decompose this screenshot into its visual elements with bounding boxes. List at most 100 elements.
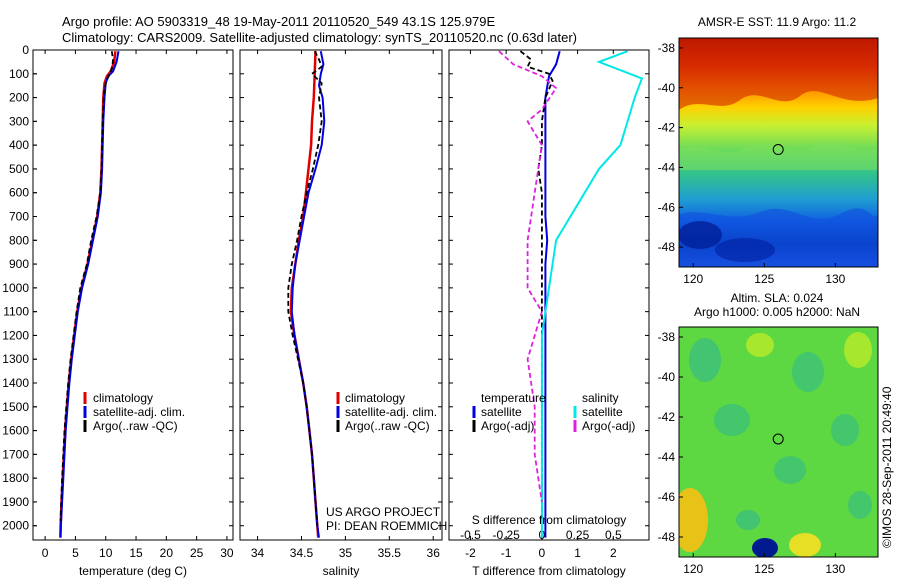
chart-title-line2: Climatology: CARS2009. Satellite-adjuste… — [62, 30, 577, 45]
project-annotation: US ARGO PROJECT — [326, 505, 441, 519]
x-tick-label: 0.5 — [605, 528, 622, 542]
series-line-argo--adj- — [519, 50, 554, 514]
difference-profiles — [498, 50, 644, 538]
legend-label-satellite: satellite-adj. clim. — [345, 405, 437, 419]
y-tick-label: 2000 — [2, 519, 29, 533]
salinity-axes — [239, 49, 443, 541]
x-tick-label: 25 — [190, 546, 204, 560]
x-tick-label: 125 — [754, 562, 774, 576]
legend-label-argo: Argo(..raw -QC) — [93, 419, 178, 433]
salinity-profiles — [287, 50, 326, 538]
y-tick-label: -46 — [658, 490, 676, 504]
y-tick-label: 300 — [9, 114, 29, 128]
y-tick-label: -44 — [658, 160, 676, 174]
x-tick-label: 0.25 — [566, 528, 590, 542]
temperature-legend: climatology satellite-adj. clim. Argo(..… — [83, 391, 185, 433]
sst-map-field — [679, 38, 878, 267]
y-tick-label: -48 — [658, 530, 676, 544]
y-tick-label: -44 — [658, 450, 676, 464]
y-tick-label: 800 — [9, 233, 29, 247]
sla-map-ticks: 120 125 130 -38 -40 -42 -44 -46 -48 — [658, 330, 846, 576]
y-tick-label: 1100 — [3, 305, 29, 319]
argo-position-marker — [772, 144, 784, 156]
series-line-satellite — [540, 50, 644, 538]
x-tick-label: 20 — [160, 546, 174, 560]
y-tick-label: -42 — [658, 410, 676, 424]
y-tick-label: 900 — [9, 257, 29, 271]
y-tick-label: 1300 — [2, 352, 29, 366]
y-tick-label: 500 — [9, 162, 29, 176]
x-tick-label: -0.5 — [460, 528, 481, 542]
y-tick-label: 200 — [9, 91, 29, 105]
salinity-legend: climatology satellite-adj. clim. Argo(..… — [336, 391, 437, 433]
depth-axis: 0 100 200 300 400 500 600 700 800 900 1000 1100 1200… — [2, 43, 649, 533]
y-tick-label: -42 — [658, 121, 676, 135]
legend-label-t-argo: Argo(-adj) — [481, 419, 534, 433]
series-line-satellite — [544, 50, 561, 538]
series-line-argo--adj- — [498, 50, 558, 503]
x-tick-label: 125 — [754, 272, 774, 286]
series-line-satellite-adj--clim- — [59, 51, 120, 538]
x-tick-label: 35.5 — [378, 546, 402, 560]
y-tick-label: 400 — [9, 138, 29, 152]
x-tick-label: 15 — [129, 546, 143, 560]
x-tick-label: 0 — [539, 546, 546, 560]
y-tick-label: 0 — [22, 43, 29, 57]
y-tick-label: 1700 — [2, 447, 29, 461]
legend-label-t-satellite: satellite — [481, 405, 522, 419]
x-tick-label: -0.25 — [492, 528, 520, 542]
series-line-argo---raw--qc- — [287, 50, 323, 526]
sst-map-axes — [678, 37, 879, 268]
series-line-climatology — [59, 51, 117, 538]
y-tick-label: 1400 — [2, 376, 29, 390]
sst-map-ticks: 120 125 130 -38 -40 -42 -44 -46 -48 — [658, 41, 846, 286]
x-tick-label: 120 — [683, 562, 703, 576]
y-tick-label: 700 — [9, 210, 29, 224]
y-tick-label: -40 — [658, 370, 676, 384]
legend-label-satellite: satellite-adj. clim. — [93, 405, 185, 419]
x-tick-label: 0 — [42, 546, 49, 560]
s-difference-xlabel: S difference from climatology — [472, 513, 627, 527]
t-difference-xlabel: T difference from climatology — [472, 564, 626, 578]
salinity-x-axis: 34 34.5 35 35.5 36 — [251, 50, 440, 560]
temperature-profiles — [59, 51, 120, 538]
y-tick-label: 1500 — [2, 400, 29, 414]
legend-label-climatology: climatology — [345, 391, 405, 405]
x-tick-label: 34 — [251, 546, 265, 560]
y-tick-label: 100 — [9, 67, 29, 81]
y-tick-label: 600 — [9, 186, 29, 200]
credit-text: ©IMOS 28-Sep-2011 20:49:40 — [880, 386, 894, 548]
pi-annotation: PI: DEAN ROEMMICH — [326, 519, 447, 533]
y-tick-label: 1200 — [2, 328, 29, 342]
temperature-axes — [32, 49, 234, 541]
y-tick-label: -38 — [658, 330, 676, 344]
x-tick-label: -2 — [465, 546, 476, 560]
argo-position-marker — [772, 433, 784, 445]
sst-map-title: AMSR-E SST: 11.9 Argo: 11.2 — [698, 15, 857, 29]
y-tick-label: 1600 — [2, 424, 29, 438]
x-tick-label: 30 — [220, 546, 234, 560]
legend-label-s-satellite: satellite — [582, 405, 623, 419]
temperature-xlabel: temperature (deg C) — [79, 564, 187, 578]
y-tick-label: 1800 — [2, 471, 29, 485]
x-tick-label: 120 — [683, 272, 703, 286]
legend-label-climatology: climatology — [93, 391, 153, 405]
x-tick-label: 34.5 — [290, 546, 314, 560]
sla-map-field — [679, 327, 878, 557]
series-line-argo---raw--qc- — [59, 51, 114, 522]
chart-title-line1: Argo profile: AO 5903319_48 19-May-2011 … — [62, 14, 496, 29]
x-tick-label: 1 — [574, 546, 581, 560]
legend-header-temperature: temperature — [481, 391, 546, 405]
x-tick-label: 10 — [99, 546, 113, 560]
y-tick-label: 1000 — [2, 281, 29, 295]
x-tick-label: 2 — [610, 546, 617, 560]
x-tick-label: 130 — [825, 562, 845, 576]
salinity-xlabel: salinity — [323, 564, 360, 578]
difference-legend: temperature satellite Argo(-adj) salinit… — [472, 391, 635, 433]
series-line-climatology — [289, 51, 320, 538]
y-tick-label: -46 — [658, 200, 676, 214]
temperature-x-axis: 0 5 10 15 20 25 30 — [42, 50, 234, 560]
x-tick-label: 5 — [72, 546, 79, 560]
series-line-satellite-adj--clim- — [290, 51, 326, 538]
